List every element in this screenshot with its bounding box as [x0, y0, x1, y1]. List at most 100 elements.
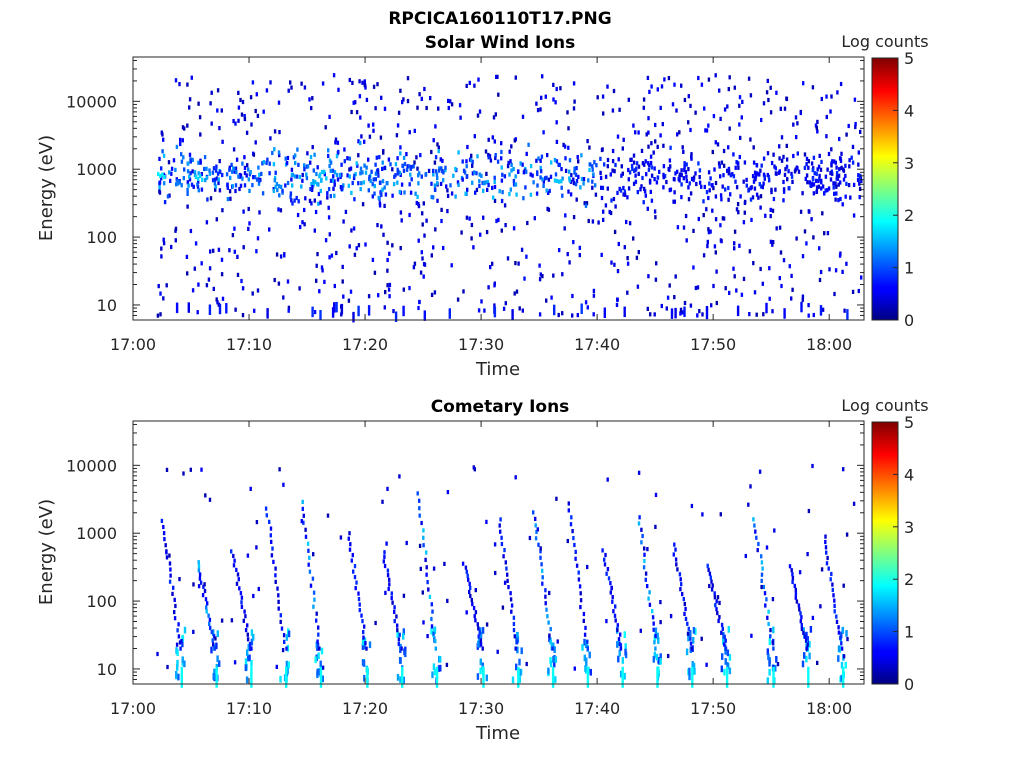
data-bin — [249, 95, 253, 100]
data-bin — [500, 228, 503, 233]
data-bin — [778, 276, 781, 281]
data-bin — [604, 203, 608, 208]
data-bin — [765, 545, 769, 550]
data-bin — [541, 74, 544, 79]
data-bin — [358, 79, 361, 84]
data-bin — [762, 156, 766, 161]
data-bin — [566, 538, 569, 544]
data-bin — [637, 164, 641, 169]
data-bin — [272, 188, 276, 193]
data-bin — [276, 586, 279, 591]
data-bin — [277, 599, 280, 604]
data-bin — [606, 157, 610, 163]
data-bin — [160, 130, 163, 135]
data-bin — [264, 506, 268, 511]
data-bin — [742, 220, 746, 225]
data-bin — [668, 158, 672, 163]
data-bin — [857, 162, 860, 167]
data-bin — [623, 189, 627, 194]
data-bin — [812, 312, 815, 318]
data-bin — [294, 153, 297, 158]
data-bin — [669, 614, 673, 619]
data-bin — [361, 619, 364, 624]
data-bin — [726, 168, 729, 173]
data-bin — [438, 166, 441, 171]
data-bin — [618, 186, 621, 191]
data-bin — [523, 276, 526, 281]
data-bin — [685, 174, 688, 179]
data-bin — [238, 186, 241, 192]
data-bin — [818, 277, 822, 283]
data-bin — [549, 627, 552, 632]
data-bin — [336, 177, 340, 182]
data-bin — [824, 188, 827, 193]
data-bin — [591, 164, 594, 169]
data-bin — [350, 190, 353, 195]
data-bin — [434, 124, 437, 129]
data-bin — [769, 628, 772, 633]
data-bin — [692, 175, 696, 180]
data-bin — [617, 655, 620, 663]
data-bin — [189, 159, 192, 164]
data-bin — [348, 77, 351, 83]
data-bin — [638, 515, 641, 520]
data-bin — [682, 176, 685, 181]
data-bin — [546, 206, 549, 211]
data-bin — [549, 660, 553, 668]
x-tick-label: 17:00 — [110, 335, 156, 354]
data-bin — [362, 180, 366, 185]
data-bin — [265, 88, 269, 93]
data-bin — [423, 233, 426, 238]
data-bin — [516, 631, 519, 639]
data-bin — [335, 301, 338, 313]
data-bin — [319, 310, 322, 321]
data-bin — [287, 305, 291, 310]
data-bin — [376, 168, 380, 173]
data-bin — [386, 568, 390, 573]
data-bin — [654, 122, 657, 128]
data-bin — [572, 177, 575, 182]
data-bin — [763, 591, 767, 596]
data-bin — [623, 306, 626, 318]
data-bin — [212, 634, 216, 639]
data-bin — [542, 130, 545, 135]
data-bin — [519, 668, 523, 676]
data-bin — [819, 604, 822, 609]
data-bin — [427, 587, 430, 592]
data-bin — [586, 646, 589, 651]
data-bin — [217, 247, 221, 252]
data-bin — [226, 182, 229, 187]
data-bin — [599, 170, 602, 175]
data-bin — [499, 529, 502, 534]
data-bin — [669, 145, 672, 150]
data-bin — [856, 177, 860, 183]
data-bin — [835, 165, 838, 170]
data-bin — [166, 194, 170, 199]
data-bin — [189, 467, 192, 472]
data-bin — [719, 174, 722, 179]
data-bin — [501, 172, 504, 177]
data-bin — [353, 564, 357, 569]
data-bin — [308, 569, 312, 574]
data-bin — [197, 564, 201, 569]
data-bin — [803, 652, 806, 659]
data-bin — [402, 168, 406, 173]
data-bin — [319, 660, 322, 668]
data-bin — [803, 634, 807, 639]
data-bin — [612, 88, 616, 94]
data-bin — [402, 593, 406, 598]
data-bin — [334, 140, 337, 145]
data-bin — [567, 145, 570, 150]
data-bin — [468, 581, 471, 586]
data-bin — [372, 177, 375, 182]
data-bin — [169, 573, 172, 578]
data-bin — [232, 553, 235, 559]
data-bin — [212, 673, 216, 680]
data-bin — [316, 639, 319, 644]
data-bin — [399, 210, 403, 215]
data-bin — [286, 180, 290, 186]
data-bin — [694, 285, 698, 291]
data-bin — [569, 192, 573, 197]
data-bin — [363, 139, 366, 144]
data-bin — [561, 311, 564, 316]
